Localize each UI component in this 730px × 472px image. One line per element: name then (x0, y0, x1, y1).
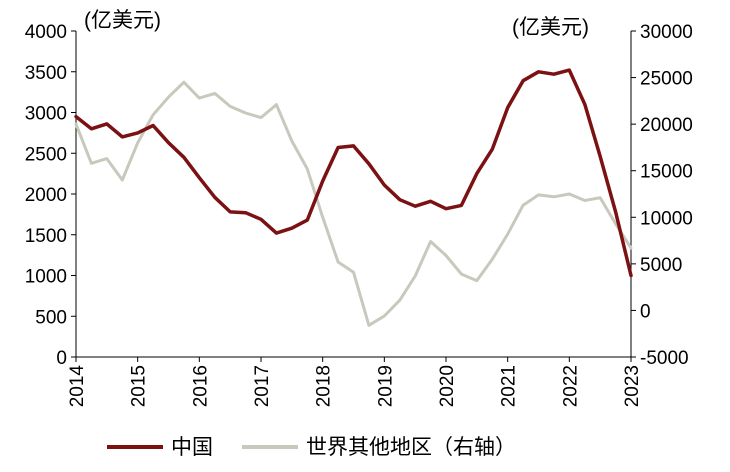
left-tick-label: 2000 (25, 185, 67, 206)
right-tick-label: 0 (640, 301, 651, 322)
right-tick-label: 25000 (640, 69, 693, 90)
left-tick-label: 4000 (25, 22, 67, 43)
right-tick-label: -5000 (640, 348, 689, 369)
right-axis-unit-label: (亿美元) (512, 16, 589, 39)
x-tick-label: 2014 (67, 365, 88, 408)
x-tick-label: 2019 (375, 365, 396, 407)
x-tick-label: 2021 (499, 365, 520, 407)
left-tick-label: 3500 (25, 63, 67, 84)
x-tick-label: 2022 (560, 365, 581, 407)
series-layer (74, 68, 633, 327)
x-tick-label: 2023 (622, 365, 643, 407)
left-tick-label: 1000 (25, 267, 67, 288)
x-tick-label: 2016 (190, 365, 211, 407)
left-tick-label: 1500 (25, 226, 67, 247)
left-axis-unit-label: (亿美元) (84, 9, 161, 32)
legend-label-rest-of-world: 世界其他地区（右轴） (306, 436, 516, 459)
left-axis-ticks: 0 500 1000 1500 2000 2500 3000 3500 4000 (25, 22, 76, 369)
left-tick-label: 3000 (25, 104, 67, 125)
right-tick-label: 20000 (640, 115, 693, 136)
x-tick-label: 2015 (129, 365, 150, 407)
x-tick-label: 2018 (314, 365, 335, 407)
left-tick-label: 500 (35, 307, 67, 328)
x-tick-label: 2020 (437, 365, 458, 407)
right-tick-label: 5000 (640, 255, 682, 276)
right-tick-label: 15000 (640, 162, 693, 183)
series-line-china (74, 68, 633, 278)
left-tick-label: 0 (56, 348, 67, 369)
right-tick-label: 30000 (640, 22, 693, 43)
x-tick-label: 2017 (252, 365, 273, 407)
right-tick-label: 10000 (640, 208, 693, 229)
legend: 中国 世界其他地区（右轴） (107, 436, 516, 459)
x-axis-ticks: 2014 2015 2016 2017 2018 2019 2020 2021 2022 2023 (67, 357, 643, 407)
left-tick-label: 2500 (25, 144, 67, 165)
right-axis-ticks: -5000 0 5000 10000 15000 20000 25000 30000 (631, 22, 693, 369)
axes (75, 31, 632, 358)
legend-label-china: 中国 (171, 436, 213, 459)
series-line-rest-of-world (74, 80, 633, 327)
